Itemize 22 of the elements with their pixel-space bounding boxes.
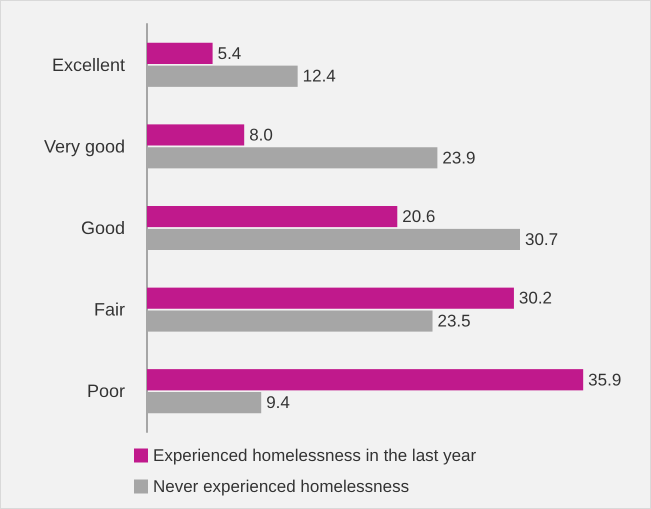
data-label: 12.4 — [302, 66, 336, 86]
y-tick-label: Poor — [86, 381, 125, 402]
legend-label: Experienced homelessness in the last year — [153, 446, 477, 465]
data-label: 30.7 — [525, 230, 558, 249]
data-label: 35.9 — [588, 370, 622, 390]
data-label: 8.0 — [249, 125, 273, 144]
bar — [147, 206, 398, 228]
data-label: 5.4 — [218, 44, 242, 63]
bar — [147, 124, 244, 146]
data-label: 9.4 — [266, 393, 290, 412]
bar — [147, 369, 584, 390]
bar — [147, 42, 213, 64]
data-label: 23.9 — [442, 148, 476, 168]
y-tick-label: Good — [80, 218, 125, 238]
legend-label: Never experienced homelessness — [153, 477, 410, 496]
y-tick-label: Excellent — [52, 54, 125, 75]
bar — [147, 288, 514, 309]
y-tick-label: Fair — [94, 300, 126, 320]
y-tick-label: Very good — [44, 136, 125, 156]
data-label: 20.6 — [402, 207, 436, 226]
data-label: 23.5 — [438, 312, 471, 331]
data-label: 30.2 — [518, 288, 552, 308]
